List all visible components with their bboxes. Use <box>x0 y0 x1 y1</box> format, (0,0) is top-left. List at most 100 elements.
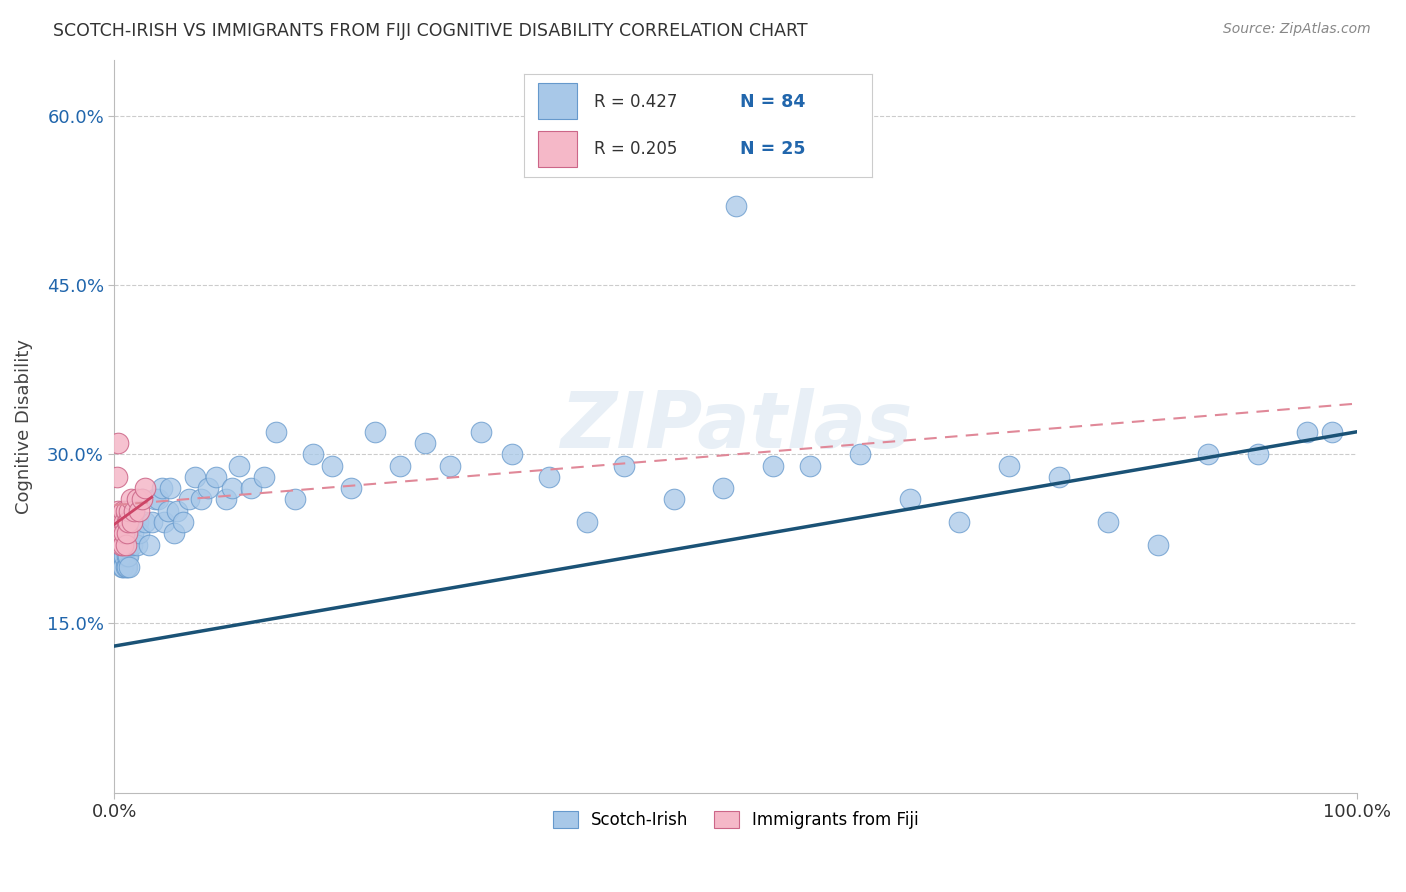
Point <box>108 537 131 551</box>
Point <box>115 515 138 529</box>
Point <box>252 470 274 484</box>
Point <box>107 436 129 450</box>
Point <box>111 526 134 541</box>
Text: ZIPatlas: ZIPatlas <box>560 388 912 464</box>
Point <box>118 560 141 574</box>
Point <box>575 515 598 529</box>
Point <box>177 492 200 507</box>
Point <box>538 470 561 484</box>
Point <box>613 458 636 473</box>
Point <box>112 515 135 529</box>
Text: SCOTCH-IRISH VS IMMIGRANTS FROM FIJI COGNITIVE DISABILITY CORRELATION CHART: SCOTCH-IRISH VS IMMIGRANTS FROM FIJI COG… <box>53 22 808 40</box>
Point <box>1296 425 1319 439</box>
Point <box>110 549 132 563</box>
Point <box>131 492 153 507</box>
Point <box>111 537 134 551</box>
Point <box>114 560 136 574</box>
Point <box>470 425 492 439</box>
Point <box>364 425 387 439</box>
Point <box>112 526 135 541</box>
Point <box>240 481 263 495</box>
Point <box>115 537 138 551</box>
Point <box>215 492 238 507</box>
Point <box>138 537 160 551</box>
Point <box>711 481 734 495</box>
Point <box>172 515 194 529</box>
Point <box>122 526 145 541</box>
Point <box>948 515 970 529</box>
Point <box>197 481 219 495</box>
Point <box>184 470 207 484</box>
Point <box>662 492 685 507</box>
Point <box>112 560 135 574</box>
Point <box>110 515 132 529</box>
Point <box>389 458 412 473</box>
Point <box>159 481 181 495</box>
Point <box>110 537 132 551</box>
Point <box>153 515 176 529</box>
Point <box>724 199 747 213</box>
Point <box>110 537 132 551</box>
Y-axis label: Cognitive Disability: Cognitive Disability <box>15 339 32 514</box>
Point <box>115 549 138 563</box>
Point <box>112 537 135 551</box>
Point <box>105 470 128 484</box>
Point <box>128 526 150 541</box>
Point <box>112 537 135 551</box>
Point <box>107 504 129 518</box>
Point <box>112 526 135 541</box>
Point <box>118 537 141 551</box>
Point <box>114 537 136 551</box>
Point <box>117 549 139 563</box>
Point <box>998 458 1021 473</box>
Point <box>118 504 141 518</box>
Point <box>228 458 250 473</box>
Point <box>302 447 325 461</box>
Point <box>114 537 136 551</box>
Point <box>131 492 153 507</box>
Legend: Scotch-Irish, Immigrants from Fiji: Scotch-Irish, Immigrants from Fiji <box>546 804 925 836</box>
Point <box>112 549 135 563</box>
Point <box>128 504 150 518</box>
Point <box>1320 425 1343 439</box>
Point <box>111 526 134 541</box>
Point <box>221 481 243 495</box>
Point <box>107 526 129 541</box>
Point <box>762 458 785 473</box>
Point <box>413 436 436 450</box>
Point <box>898 492 921 507</box>
Point <box>439 458 461 473</box>
Point <box>146 492 169 507</box>
Point <box>125 537 148 551</box>
Point <box>501 447 523 461</box>
Point <box>339 481 361 495</box>
Point <box>1246 447 1268 461</box>
Point <box>163 526 186 541</box>
Point <box>134 515 156 529</box>
Point <box>120 492 142 507</box>
Point <box>849 154 872 169</box>
Point <box>112 504 135 518</box>
Point <box>284 492 307 507</box>
Point <box>1047 470 1070 484</box>
Point <box>108 526 131 541</box>
Point <box>117 537 139 551</box>
Point <box>1147 537 1170 551</box>
Point <box>141 515 163 529</box>
Point <box>114 504 136 518</box>
Point <box>190 492 212 507</box>
Point <box>156 504 179 518</box>
Point <box>117 515 139 529</box>
Text: Source: ZipAtlas.com: Source: ZipAtlas.com <box>1223 22 1371 37</box>
Point <box>205 470 228 484</box>
Point <box>121 537 143 551</box>
Point <box>111 515 134 529</box>
Point <box>112 549 135 563</box>
Point <box>321 458 343 473</box>
Point <box>1197 447 1219 461</box>
Point <box>121 515 143 529</box>
Point <box>145 492 167 507</box>
Point <box>849 447 872 461</box>
Point <box>112 537 135 551</box>
Point <box>127 515 149 529</box>
